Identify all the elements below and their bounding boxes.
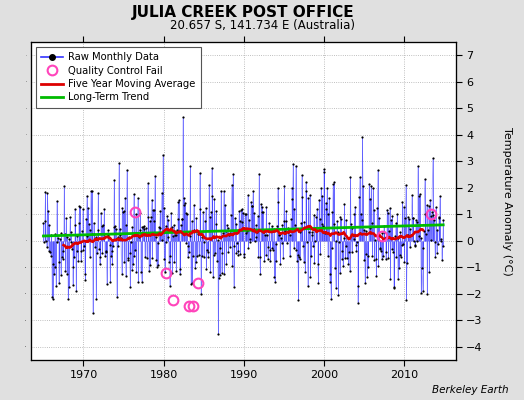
Text: 20.657 S, 141.734 E (Australia): 20.657 S, 141.734 E (Australia) bbox=[169, 20, 355, 32]
Title: JULIA CREEK POST OFFICE: JULIA CREEK POST OFFICE bbox=[133, 5, 355, 20]
Legend: Raw Monthly Data, Quality Control Fail, Five Year Moving Average, Long-Term Tren: Raw Monthly Data, Quality Control Fail, … bbox=[37, 47, 201, 108]
Y-axis label: Temperature Anomaly (°C): Temperature Anomaly (°C) bbox=[502, 127, 512, 275]
Text: Berkeley Earth: Berkeley Earth bbox=[432, 385, 508, 395]
